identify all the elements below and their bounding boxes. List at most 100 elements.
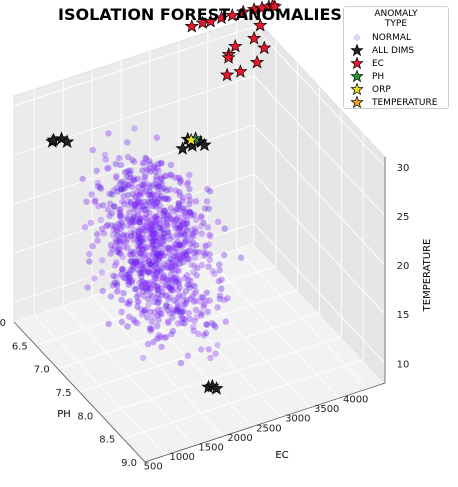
tick-labels: 500 1000 1500 2000 2500 3000 3500 4000 6.0 6.5 7.0…: [0, 163, 410, 472]
normal-point: [154, 312, 162, 319]
normal-point: [192, 297, 200, 304]
normal-point: [173, 282, 180, 289]
legend-marker-ph-icon: [350, 70, 364, 83]
normal-point: [191, 282, 198, 290]
legend-title-line1: ANOMALY: [374, 9, 418, 19]
normal-point: [185, 277, 192, 284]
normal-point: [145, 295, 152, 303]
normal-point: [175, 267, 182, 274]
normal-point: [176, 224, 184, 231]
normal-point: [126, 170, 134, 178]
normal-point: [147, 284, 155, 292]
x-tick-label: 500: [144, 461, 163, 472]
anomaly-star-ec: [253, 17, 268, 32]
legend-marker-temperature-icon: [350, 96, 364, 109]
normal-point: [149, 198, 156, 205]
normal-point: [113, 184, 120, 192]
normal-point: [127, 266, 134, 273]
normal-point: [135, 245, 142, 253]
normal-point: [148, 239, 156, 246]
normal-point: [133, 258, 141, 265]
normal-point: [184, 248, 192, 255]
normal-point: [113, 259, 120, 266]
normal-point: [146, 181, 153, 188]
normal-point: [169, 277, 177, 284]
normal-point: [118, 296, 125, 303]
normal-point: [129, 215, 137, 223]
normal-point: [147, 168, 154, 175]
normal-point: [141, 206, 149, 213]
normal-point: [114, 232, 121, 239]
normal-point: [188, 261, 195, 268]
normal-point: [109, 191, 116, 198]
normal-point: [179, 204, 186, 212]
normal-point: [94, 230, 101, 238]
normal-point: [115, 244, 123, 252]
normal-point: [169, 309, 177, 316]
normal-point: [103, 222, 110, 230]
normal-point: [173, 267, 181, 274]
normal-point: [216, 295, 223, 302]
normal-point: [154, 191, 162, 198]
normal-point: [120, 290, 127, 297]
normal-point: [181, 302, 188, 309]
normal-point: [145, 301, 152, 309]
normal-point: [143, 222, 150, 229]
normal-point: [168, 245, 175, 252]
normal-point: [89, 243, 96, 250]
legend-entry-ph: PH: [350, 70, 384, 83]
normal-point: [136, 218, 143, 225]
normal-point: [137, 215, 144, 223]
normal-point: [182, 225, 189, 232]
normal-point: [183, 216, 191, 223]
normal-point: [178, 222, 185, 229]
x-tick-label: 4000: [343, 395, 368, 406]
anomaly-star-ec: [184, 19, 199, 33]
normal-point: [150, 248, 157, 256]
normal-point: [150, 267, 158, 274]
normal-point: [185, 192, 193, 200]
normal-point: [148, 242, 155, 249]
normal-point: [149, 230, 157, 237]
normal-point: [137, 250, 145, 257]
normal-point: [127, 180, 134, 188]
normal-point: [198, 312, 205, 319]
normal-point: [152, 168, 159, 176]
normal-point: [183, 297, 190, 304]
legend-marker-all-dims-icon: [350, 44, 364, 57]
normal-point: [124, 191, 132, 199]
normal-point: [139, 225, 147, 232]
normal-point: [124, 153, 132, 161]
normal-point: [117, 226, 125, 233]
normal-point: [128, 219, 136, 226]
normal-point: [121, 274, 128, 282]
normal-point: [138, 282, 146, 290]
normal-point: [185, 281, 192, 289]
anomaly-star-ec: [203, 14, 218, 28]
normal-point: [123, 174, 131, 181]
legend: ANOMALY TYPE NORMAL ALL DIMS EC PH ORP T…: [343, 6, 449, 109]
normal-point: [141, 250, 148, 257]
normal-point: [152, 246, 159, 253]
normal-point: [150, 298, 157, 305]
normal-point: [164, 228, 171, 235]
normal-point: [181, 316, 189, 323]
normal-point: [132, 218, 139, 225]
normal-point: [137, 238, 144, 245]
normal-point: [157, 179, 164, 187]
z-tick-label: 25: [397, 212, 410, 223]
axis-labels: EC PH TEMPERATURE: [57, 239, 433, 461]
normal-point: [154, 306, 162, 313]
normal-point: [172, 187, 180, 194]
normal-point: [179, 229, 187, 237]
normal-point: [175, 280, 182, 287]
normal-point: [184, 352, 191, 359]
normal-point: [167, 215, 174, 222]
normal-point: [153, 260, 160, 267]
normal-point: [147, 260, 154, 267]
normal-point: [129, 260, 137, 268]
normal-point: [135, 191, 143, 199]
normal-point: [119, 265, 126, 272]
normal-point: [177, 224, 184, 231]
normal-point: [91, 198, 98, 205]
